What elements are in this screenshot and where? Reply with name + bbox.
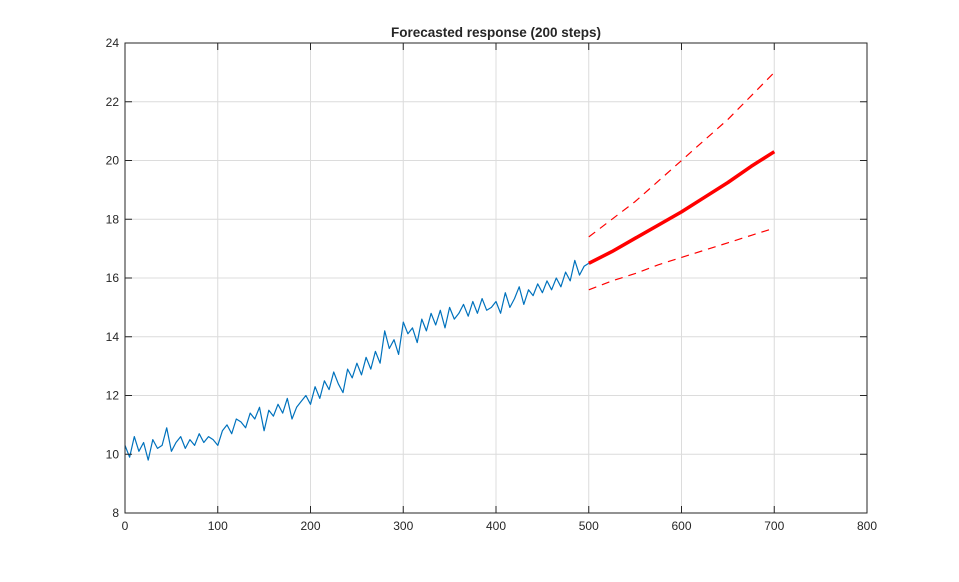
- ticks: 0 100 200 300 400 500 600 700 800 8 10 12 14 16 18 20 22…: [106, 36, 878, 533]
- chart-title: Forecasted response (200 steps): [391, 25, 601, 40]
- y-tick-label: 24: [106, 36, 120, 50]
- y-tick-label: 18: [106, 212, 120, 226]
- x-tick-label: 100: [208, 519, 228, 533]
- y-tick-label: 20: [106, 154, 120, 168]
- x-tick-label: 700: [764, 519, 784, 533]
- y-tick-label: 8: [112, 506, 119, 520]
- y-tick-label: 22: [106, 95, 120, 109]
- series-lower-bound: [588, 227, 775, 291]
- x-tick-label: 400: [486, 519, 506, 533]
- x-tick-label: 200: [300, 519, 320, 533]
- series-group: [124, 71, 776, 461]
- x-tick-label: 300: [393, 519, 413, 533]
- x-tick-label: 600: [671, 519, 691, 533]
- series-observed: [124, 259, 590, 461]
- x-tick-label: 800: [857, 519, 877, 533]
- y-tick-label: 10: [106, 447, 120, 461]
- series-forecast: [588, 150, 776, 265]
- y-tick-label: 12: [106, 389, 120, 403]
- x-tick-label: 0: [122, 519, 129, 533]
- y-tick-label: 16: [106, 271, 120, 285]
- y-tick-label: 14: [106, 330, 120, 344]
- x-tick-label: 500: [579, 519, 599, 533]
